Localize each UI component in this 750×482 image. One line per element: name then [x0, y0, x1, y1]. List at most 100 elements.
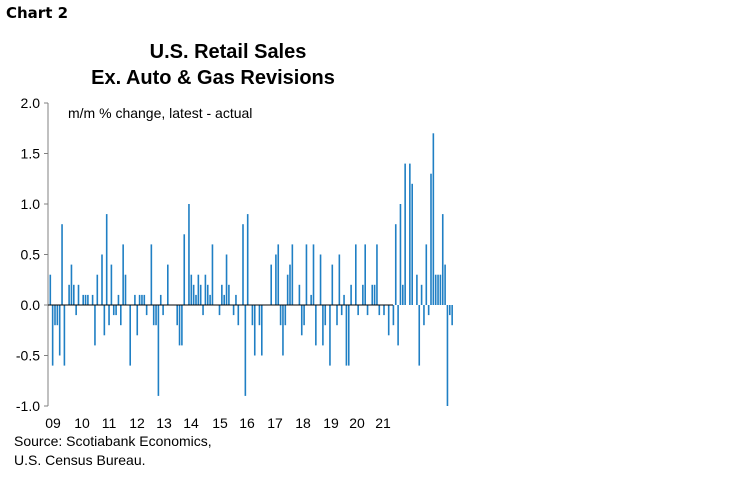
- bar: [246, 214, 249, 305]
- bar: [124, 274, 127, 305]
- bar: [162, 305, 164, 316]
- bar: [425, 244, 428, 305]
- bar: [101, 254, 103, 305]
- bar: [357, 305, 359, 316]
- bar: [451, 305, 453, 326]
- bar: [324, 305, 327, 326]
- chart-title-line-2: Ex. Auto & Gas Revisions: [91, 67, 335, 89]
- bar: [402, 284, 404, 305]
- x-tick-label: 13: [156, 415, 172, 431]
- source-line-1: Source: Scotiabank Economics,: [14, 433, 212, 449]
- units-annotation: m/m % change, latest - actual: [68, 105, 252, 121]
- bar: [291, 244, 294, 305]
- bar: [159, 294, 162, 305]
- bar: [270, 264, 272, 305]
- bar: [289, 264, 291, 305]
- bar: [350, 284, 352, 305]
- bar: [340, 305, 343, 316]
- bar: [258, 305, 261, 326]
- bar: [195, 294, 197, 305]
- bar: [58, 305, 61, 356]
- bar: [192, 284, 195, 305]
- bar: [235, 294, 237, 305]
- bar: [305, 244, 308, 305]
- x-tick-label: 21: [375, 415, 391, 431]
- bar: [427, 305, 430, 316]
- bar: [87, 294, 89, 305]
- bar: [449, 305, 451, 316]
- x-tick-label: 15: [212, 415, 228, 431]
- bar: [150, 244, 153, 305]
- bar: [423, 305, 425, 326]
- bar: [387, 305, 390, 336]
- x-tick-label: 17: [267, 415, 283, 431]
- bar: [152, 305, 155, 326]
- bar: [439, 274, 442, 305]
- bar: [84, 294, 87, 305]
- bar: [441, 214, 444, 305]
- bar: [70, 264, 73, 305]
- bar: [355, 244, 357, 305]
- bar: [181, 305, 183, 346]
- bar: [202, 305, 204, 316]
- bar: [300, 305, 303, 336]
- y-tick-label: 0.5: [21, 247, 41, 263]
- bar: [138, 294, 141, 305]
- bar: [237, 305, 240, 326]
- x-tick-label: 18: [295, 415, 311, 431]
- bar: [75, 305, 77, 316]
- y-tick-label: 1.5: [21, 146, 41, 162]
- bar: [77, 284, 80, 305]
- bar: [364, 244, 366, 305]
- bar: [199, 284, 202, 305]
- bar: [397, 305, 399, 346]
- bar: [416, 274, 418, 305]
- bar: [122, 244, 124, 305]
- bar: [343, 294, 345, 305]
- bar: [143, 294, 146, 305]
- bar: [282, 305, 284, 356]
- y-axis-ticks: 2.0 1.5 1.0 0.5 0.0 -0.5 -1.0: [16, 95, 48, 414]
- bar: [315, 305, 317, 346]
- bar: [157, 305, 160, 396]
- bar: [155, 305, 157, 326]
- bar: [399, 204, 402, 305]
- x-tick-label: 16: [239, 415, 255, 431]
- bar: [303, 305, 305, 326]
- bar: [411, 183, 413, 305]
- bar: [312, 244, 315, 305]
- bar: [110, 264, 113, 305]
- bar: [91, 294, 94, 305]
- bar: [134, 294, 136, 305]
- bar: [430, 173, 432, 305]
- bar: [437, 274, 439, 305]
- bar: [347, 305, 350, 366]
- bar: [275, 254, 277, 305]
- bar: [392, 305, 395, 326]
- bar: [223, 294, 225, 305]
- bar: [204, 274, 207, 305]
- bar: [136, 305, 139, 336]
- bar: [112, 305, 115, 316]
- x-tick-label: 14: [183, 415, 199, 431]
- bar: [373, 284, 376, 305]
- bar: [336, 305, 338, 326]
- bar: [96, 274, 99, 305]
- y-tick-label: 2.0: [21, 95, 41, 111]
- bar: [277, 244, 280, 305]
- bar: [61, 224, 63, 305]
- bar-series: [49, 133, 453, 406]
- bar: [221, 284, 223, 305]
- bar: [145, 305, 148, 316]
- bar: [409, 163, 411, 305]
- bar: [444, 264, 446, 305]
- bar: [242, 224, 244, 305]
- bar: [73, 284, 75, 305]
- x-tick-label: 10: [74, 415, 90, 431]
- y-tick-label: -1.0: [16, 398, 40, 414]
- bar: [345, 305, 348, 366]
- x-tick-label: 12: [129, 415, 145, 431]
- bar: [279, 305, 282, 326]
- bar: [244, 305, 247, 396]
